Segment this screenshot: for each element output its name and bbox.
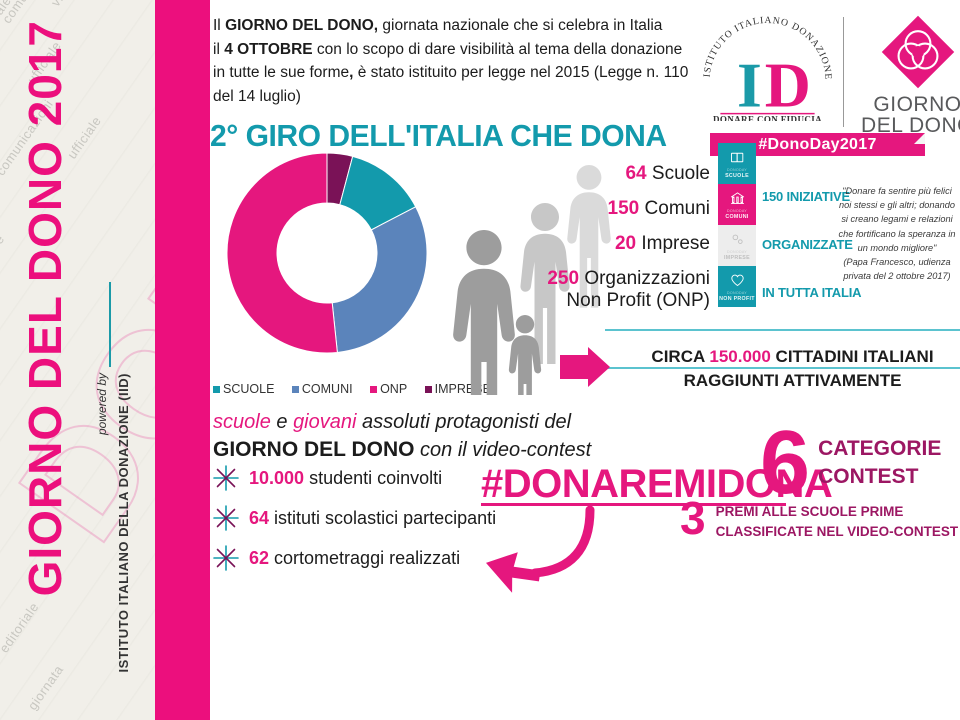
svg-text:DONARE CON FIDUCIA: DONARE CON FIDUCIA	[713, 114, 822, 121]
svg-text:D: D	[765, 49, 811, 120]
svg-text:I: I	[737, 49, 762, 120]
